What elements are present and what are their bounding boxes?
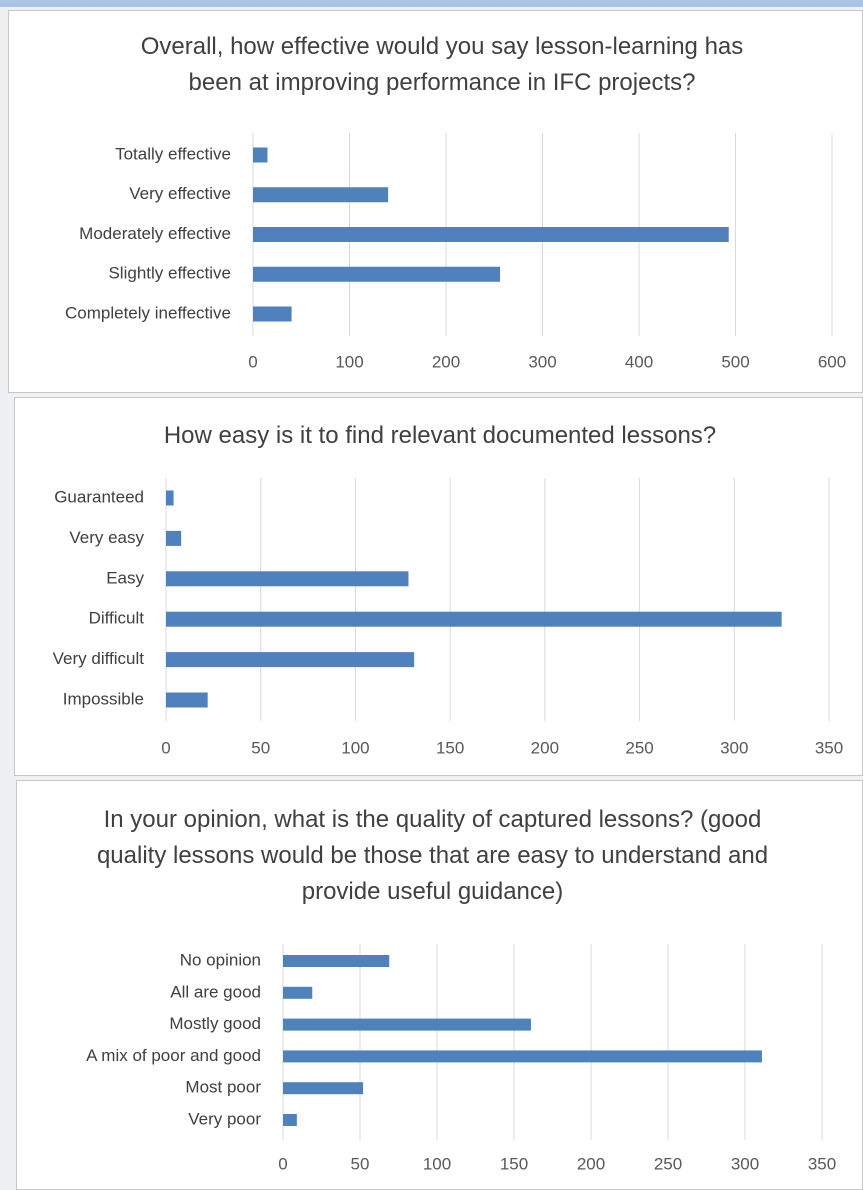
x-tick-label: 350: [815, 738, 843, 757]
y-tick-label: Moderately effective: [79, 224, 231, 243]
y-tick-label: No opinion: [180, 950, 261, 969]
window-strip: [0, 0, 863, 7]
chart-panel: [8, 10, 863, 393]
bar: [283, 1082, 364, 1095]
chart-panel: [14, 397, 863, 776]
x-tick-label: 0: [161, 738, 170, 757]
y-tick-label: Very easy: [69, 528, 144, 547]
bar: [283, 986, 313, 999]
x-tick-label: 0: [278, 1154, 287, 1173]
bar: [253, 227, 729, 242]
bar: [253, 187, 389, 203]
chart-title: In your opinion, what is the quality of …: [96, 806, 769, 905]
bar: [166, 692, 208, 708]
x-tick-label: 150: [500, 1154, 528, 1173]
y-tick-label: Very difficult: [53, 649, 145, 668]
y-tick-label: Difficult: [89, 609, 145, 628]
x-tick-label: 300: [528, 352, 556, 371]
bar: [283, 1050, 762, 1063]
bar: [166, 530, 182, 546]
x-tick-label: 50: [351, 1154, 370, 1173]
y-tick-label: Very effective: [129, 184, 231, 203]
y-tick-label: Completely ineffective: [65, 303, 231, 322]
bar: [253, 147, 268, 163]
bar: [253, 306, 292, 322]
x-tick-label: 350: [808, 1154, 836, 1173]
y-tick-label: Impossible: [63, 689, 144, 708]
y-tick-label: Mostly good: [169, 1014, 261, 1033]
bar: [283, 955, 390, 967]
x-tick-label: 500: [721, 352, 749, 371]
y-tick-label: Totally effective: [115, 144, 231, 163]
x-tick-label: 100: [341, 738, 369, 757]
x-tick-label: 250: [654, 1154, 682, 1173]
bar: [253, 266, 501, 282]
chart-title: How easy is it to find relevant document…: [163, 422, 717, 449]
x-tick-label: 600: [818, 352, 846, 371]
x-tick-label: 200: [531, 738, 559, 757]
bar: [166, 571, 409, 587]
x-tick-label: 250: [625, 738, 653, 757]
x-tick-label: 400: [625, 352, 653, 371]
y-tick-label: Most poor: [185, 1078, 261, 1097]
bar: [283, 1114, 297, 1126]
x-tick-label: 200: [577, 1154, 605, 1173]
x-tick-label: 200: [432, 352, 460, 371]
y-tick-label: Slightly effective: [108, 264, 231, 283]
x-tick-label: 300: [720, 738, 748, 757]
bar: [166, 490, 174, 506]
bar: [166, 652, 415, 668]
y-tick-label: Easy: [106, 568, 144, 587]
bar: [283, 1018, 531, 1031]
y-tick-label: A mix of poor and good: [86, 1046, 261, 1065]
y-tick-label: Guaranteed: [54, 487, 144, 506]
bar: [166, 611, 782, 627]
x-tick-label: 50: [251, 738, 270, 757]
x-tick-label: 0: [248, 352, 257, 371]
y-tick-label: Very poor: [188, 1109, 261, 1128]
x-tick-label: 100: [423, 1154, 451, 1173]
x-tick-label: 100: [335, 352, 363, 371]
x-tick-label: 150: [436, 738, 464, 757]
y-tick-label: All are good: [170, 982, 261, 1001]
chart-title: Overall, how effective would you say les…: [140, 33, 744, 96]
x-tick-label: 300: [731, 1154, 759, 1173]
